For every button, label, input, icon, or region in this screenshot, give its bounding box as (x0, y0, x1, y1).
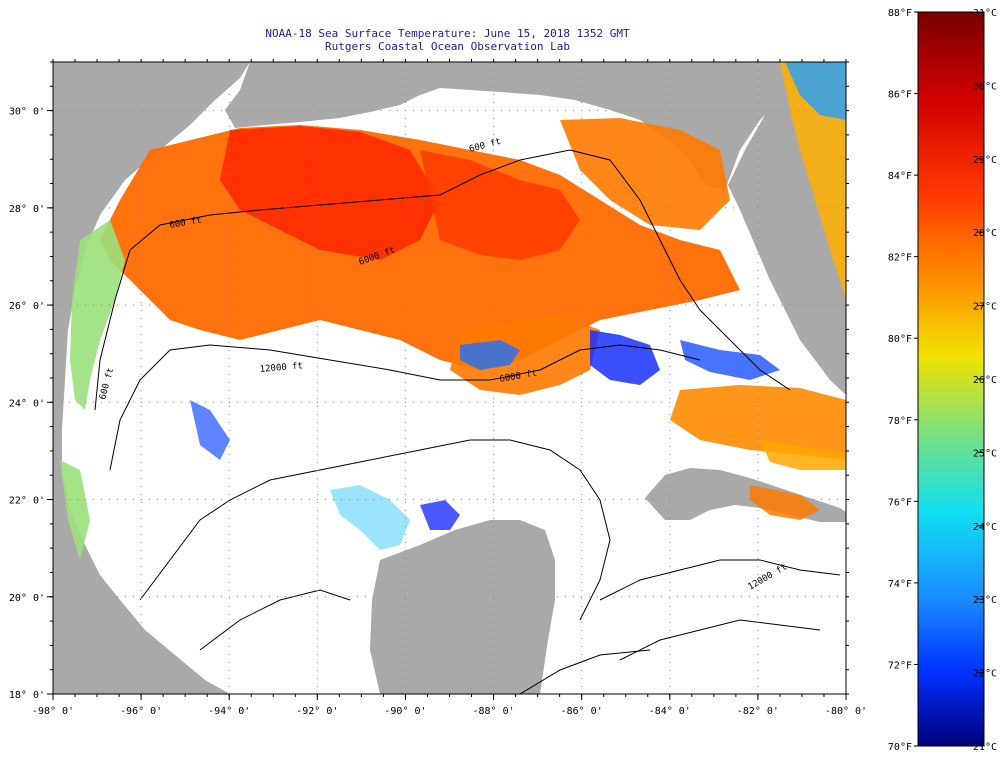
colorbar-gradient (917, 11, 985, 747)
map-title: NOAA-18 Sea Surface Temperature: June 15… (265, 27, 630, 40)
lat-tick-label: 20° 0' (9, 593, 45, 604)
colorbar-c-label: 22°C (973, 669, 997, 680)
lat-tick-label: 28° 0' (9, 204, 45, 215)
colorbar-c-label: 28°C (973, 228, 997, 239)
bathymetry-contours (94, 149, 841, 694)
colorbar-c-label: 23°C (973, 595, 997, 606)
lat-tick-label: 30° 0' (9, 107, 45, 118)
colorbar-c-label: 29°C (973, 155, 997, 166)
colorbar-c-label: 21°C (973, 742, 997, 753)
colorbar-c-label: 30°C (973, 81, 997, 92)
lat-tick-label: 24° 0' (9, 398, 45, 409)
lon-tick-label: -96° 0' (120, 706, 162, 717)
sst-data-layer (60, 62, 846, 560)
lat-tick-label: 22° 0' (9, 496, 45, 507)
lon-tick-label: -90° 0' (384, 706, 426, 717)
colorbar-c-label: 24°C (973, 522, 997, 533)
colorbar-f-label: 88°F (888, 8, 912, 19)
lon-tick-label: -98° 0' (32, 706, 74, 717)
colorbar: 88°F 86°F 84°F 82°F 80°F 78°F 76°F 74°F 72°F 70°F… (888, 8, 997, 753)
lon-tick-label: -94° 0' (208, 706, 250, 717)
colorbar-f-label: 80°F (888, 334, 912, 345)
lon-tick-label: -86° 0' (561, 706, 603, 717)
lon-tick-label: -88° 0' (472, 706, 514, 717)
lon-tick-label: -84° 0' (649, 706, 691, 717)
colorbar-c-label: 26°C (973, 375, 997, 386)
latitude-axis: 30° 0' 28° 0' 26° 0' 24° 0' 22° 0' 20° 0' 18° … (9, 61, 849, 701)
colorbar-c-label: 31°C (973, 8, 997, 19)
colorbar-f-label: 84°F (888, 171, 912, 182)
map-subtitle: Rutgers Coastal Ocean Observation Lab (324, 40, 571, 53)
colorbar-f-label: 76°F (888, 497, 912, 508)
lon-tick-label: -82° 0' (737, 706, 779, 717)
colorbar-f-label: 70°F (888, 742, 912, 753)
colorbar-f-label: 78°F (888, 416, 912, 427)
colorbar-f-label: 74°F (888, 579, 912, 590)
colorbar-celsius-labels: 31°C 30°C 29°C 28°C 27°C 26°C 25°C 24°C 23°C 22°C… (973, 8, 997, 753)
lat-tick-label: 26° 0' (9, 301, 45, 312)
colorbar-c-label: 27°C (973, 302, 997, 313)
lat-tick-label: 18° 0' (9, 690, 45, 701)
colorbar-f-label: 72°F (888, 660, 912, 671)
colorbar-c-label: 25°C (973, 448, 997, 459)
lon-tick-label: -92° 0' (296, 706, 338, 717)
longitude-axis: -98° 0' -96° 0' -94° 0' -92° 0' -90° 0' -88° … (32, 59, 867, 717)
lon-tick-label: -80° 0' (825, 706, 867, 717)
contour-label: 12000 ft (259, 361, 303, 375)
colorbar-f-label: 82°F (888, 253, 912, 264)
colorbar-f-label: 86°F (888, 90, 912, 101)
colorbar-fahrenheit-labels: 88°F 86°F 84°F 82°F 80°F 78°F 76°F 74°F 72°F 70°F (888, 8, 918, 753)
